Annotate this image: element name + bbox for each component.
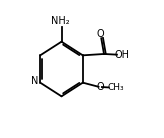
Text: NH₂: NH₂ <box>51 16 70 26</box>
Text: OH: OH <box>115 50 130 60</box>
Text: O: O <box>97 82 104 92</box>
Text: CH₃: CH₃ <box>107 83 124 92</box>
Text: O: O <box>96 29 104 39</box>
Text: N: N <box>31 76 39 86</box>
